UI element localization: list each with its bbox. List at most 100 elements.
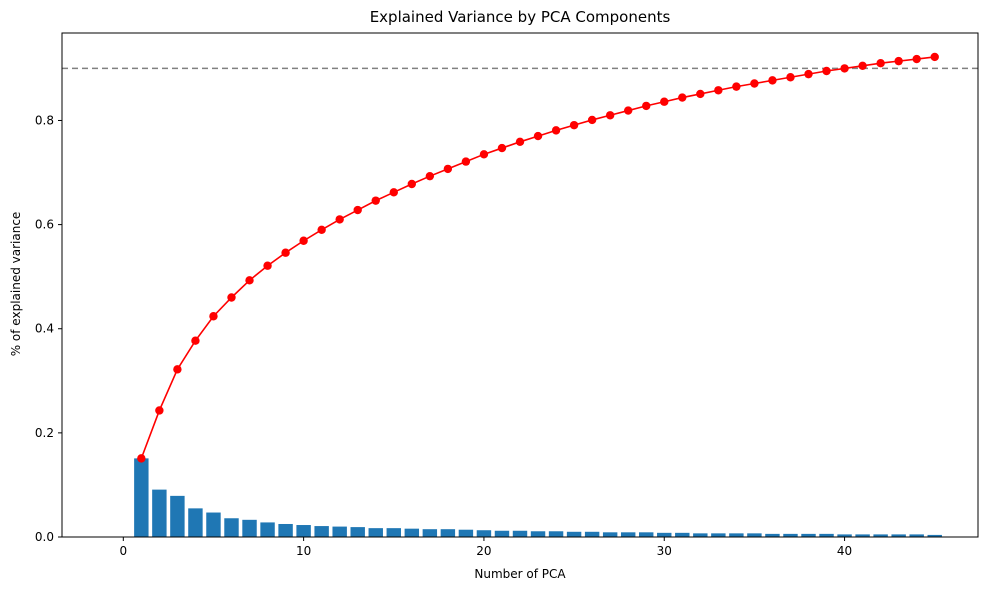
cumulative-point-32 [696, 89, 705, 99]
cumulative-point-24 [551, 126, 561, 135]
bar-39 [819, 533, 834, 537]
bar-3 [170, 495, 185, 537]
cumulative-point-40 [840, 64, 849, 73]
cumulative-point-36 [768, 76, 777, 85]
bar-28 [620, 532, 636, 537]
cumulative-point-33 [714, 86, 723, 95]
cumulative-point-41 [858, 61, 867, 71]
cumulative-point-17 [425, 171, 435, 181]
bar-36 [765, 533, 780, 537]
bar-24 [548, 531, 564, 537]
bar-29 [639, 532, 654, 537]
cumulative-point-19 [461, 157, 471, 166]
cumulative-point-42 [876, 58, 885, 68]
cumulative-point-8 [263, 261, 272, 270]
cumulative-point-11 [317, 225, 326, 235]
cumulative-point-39 [822, 66, 831, 76]
cumulative-point-1 [137, 454, 146, 463]
cumulative-point-18 [443, 164, 453, 174]
bar-41 [855, 534, 870, 537]
bar-17 [422, 529, 438, 537]
bar-19 [458, 529, 474, 537]
bar-11 [314, 526, 329, 537]
bar-45 [927, 534, 942, 537]
plot-area [62, 52, 978, 537]
cumulative-point-45 [930, 52, 939, 62]
bar-44 [909, 534, 924, 537]
bar-14 [368, 528, 383, 537]
bar-26 [584, 531, 600, 537]
x-tick-label-30: 30 [657, 544, 672, 558]
x-tick-label-20: 20 [476, 544, 491, 558]
bar-7 [242, 519, 257, 537]
cumulative-point-2 [155, 406, 164, 415]
cumulative-point-13 [353, 205, 362, 215]
bar-12 [332, 526, 347, 537]
bar-8 [260, 522, 275, 537]
cumulative-point-37 [786, 73, 795, 82]
y-tick-label-2: 0.4 [35, 322, 54, 336]
bar-5 [206, 512, 221, 537]
bar-38 [801, 533, 816, 537]
cumulative-point-26 [587, 115, 597, 125]
bar-31 [675, 532, 690, 537]
bar-35 [747, 533, 762, 537]
cumulative-point-30 [660, 97, 669, 106]
bar-22 [512, 530, 528, 537]
cumulative-point-12 [335, 215, 344, 224]
cumulative-point-16 [407, 179, 417, 189]
cumulative-point-44 [912, 54, 921, 64]
bar-1 [134, 458, 149, 537]
cumulative-point-6 [227, 293, 236, 302]
bar-33 [711, 533, 726, 537]
cumulative-point-22 [515, 137, 525, 147]
bar-37 [783, 533, 798, 537]
bar-10 [296, 525, 311, 537]
cumulative-point-4 [191, 336, 200, 345]
y-axis-ticks: 0.0 0.2 0.4 0.6 0.8 [35, 113, 62, 544]
bar-9 [278, 523, 293, 537]
cumulative-point-15 [389, 188, 398, 197]
cumulative-point-23 [533, 131, 543, 141]
cumulative-point-38 [804, 69, 813, 79]
cumulative-point-31 [678, 93, 687, 102]
bar-32 [693, 533, 708, 537]
x-tick-label-10: 10 [296, 544, 311, 558]
cumulative-point-35 [750, 79, 759, 88]
bar-21 [494, 530, 510, 537]
cumulative-point-28 [623, 106, 633, 115]
bar-25 [566, 531, 582, 537]
x-axis-ticks: 0 10 20 30 40 [119, 537, 852, 558]
cumulative-point-9 [281, 248, 290, 257]
bar-6 [224, 518, 239, 537]
bar-23 [530, 531, 546, 537]
cumulative-point-29 [642, 101, 651, 111]
cumulative-point-14 [371, 196, 380, 205]
y-tick-label-4: 0.8 [35, 113, 54, 127]
y-tick-label-0: 0.0 [35, 530, 54, 544]
y-tick-label-3: 0.6 [35, 218, 54, 232]
cumulative-point-5 [209, 312, 218, 321]
bar-40 [837, 534, 852, 537]
bar-42 [873, 534, 888, 537]
bar-30 [657, 532, 672, 537]
cumulative-point-27 [605, 111, 615, 120]
bar-4 [188, 508, 203, 537]
chart-title: Explained Variance by PCA Components [370, 8, 671, 26]
bar-43 [891, 534, 906, 537]
cumulative-point-43 [894, 56, 903, 66]
bar-13 [350, 527, 365, 537]
cumulative-line [140, 56, 935, 459]
bar-18 [440, 529, 456, 537]
bar-2 [152, 489, 167, 537]
x-axis-label: Number of PCA [474, 567, 566, 581]
bar-15 [386, 528, 401, 537]
y-tick-label-1: 0.2 [35, 426, 54, 440]
cumulative-series [137, 52, 939, 463]
cumulative-point-10 [299, 236, 308, 245]
x-tick-label-0: 0 [119, 544, 127, 558]
bar-34 [729, 533, 744, 537]
x-tick-label-40: 40 [837, 544, 852, 558]
bar-16 [404, 528, 420, 537]
bar-20 [476, 530, 492, 537]
